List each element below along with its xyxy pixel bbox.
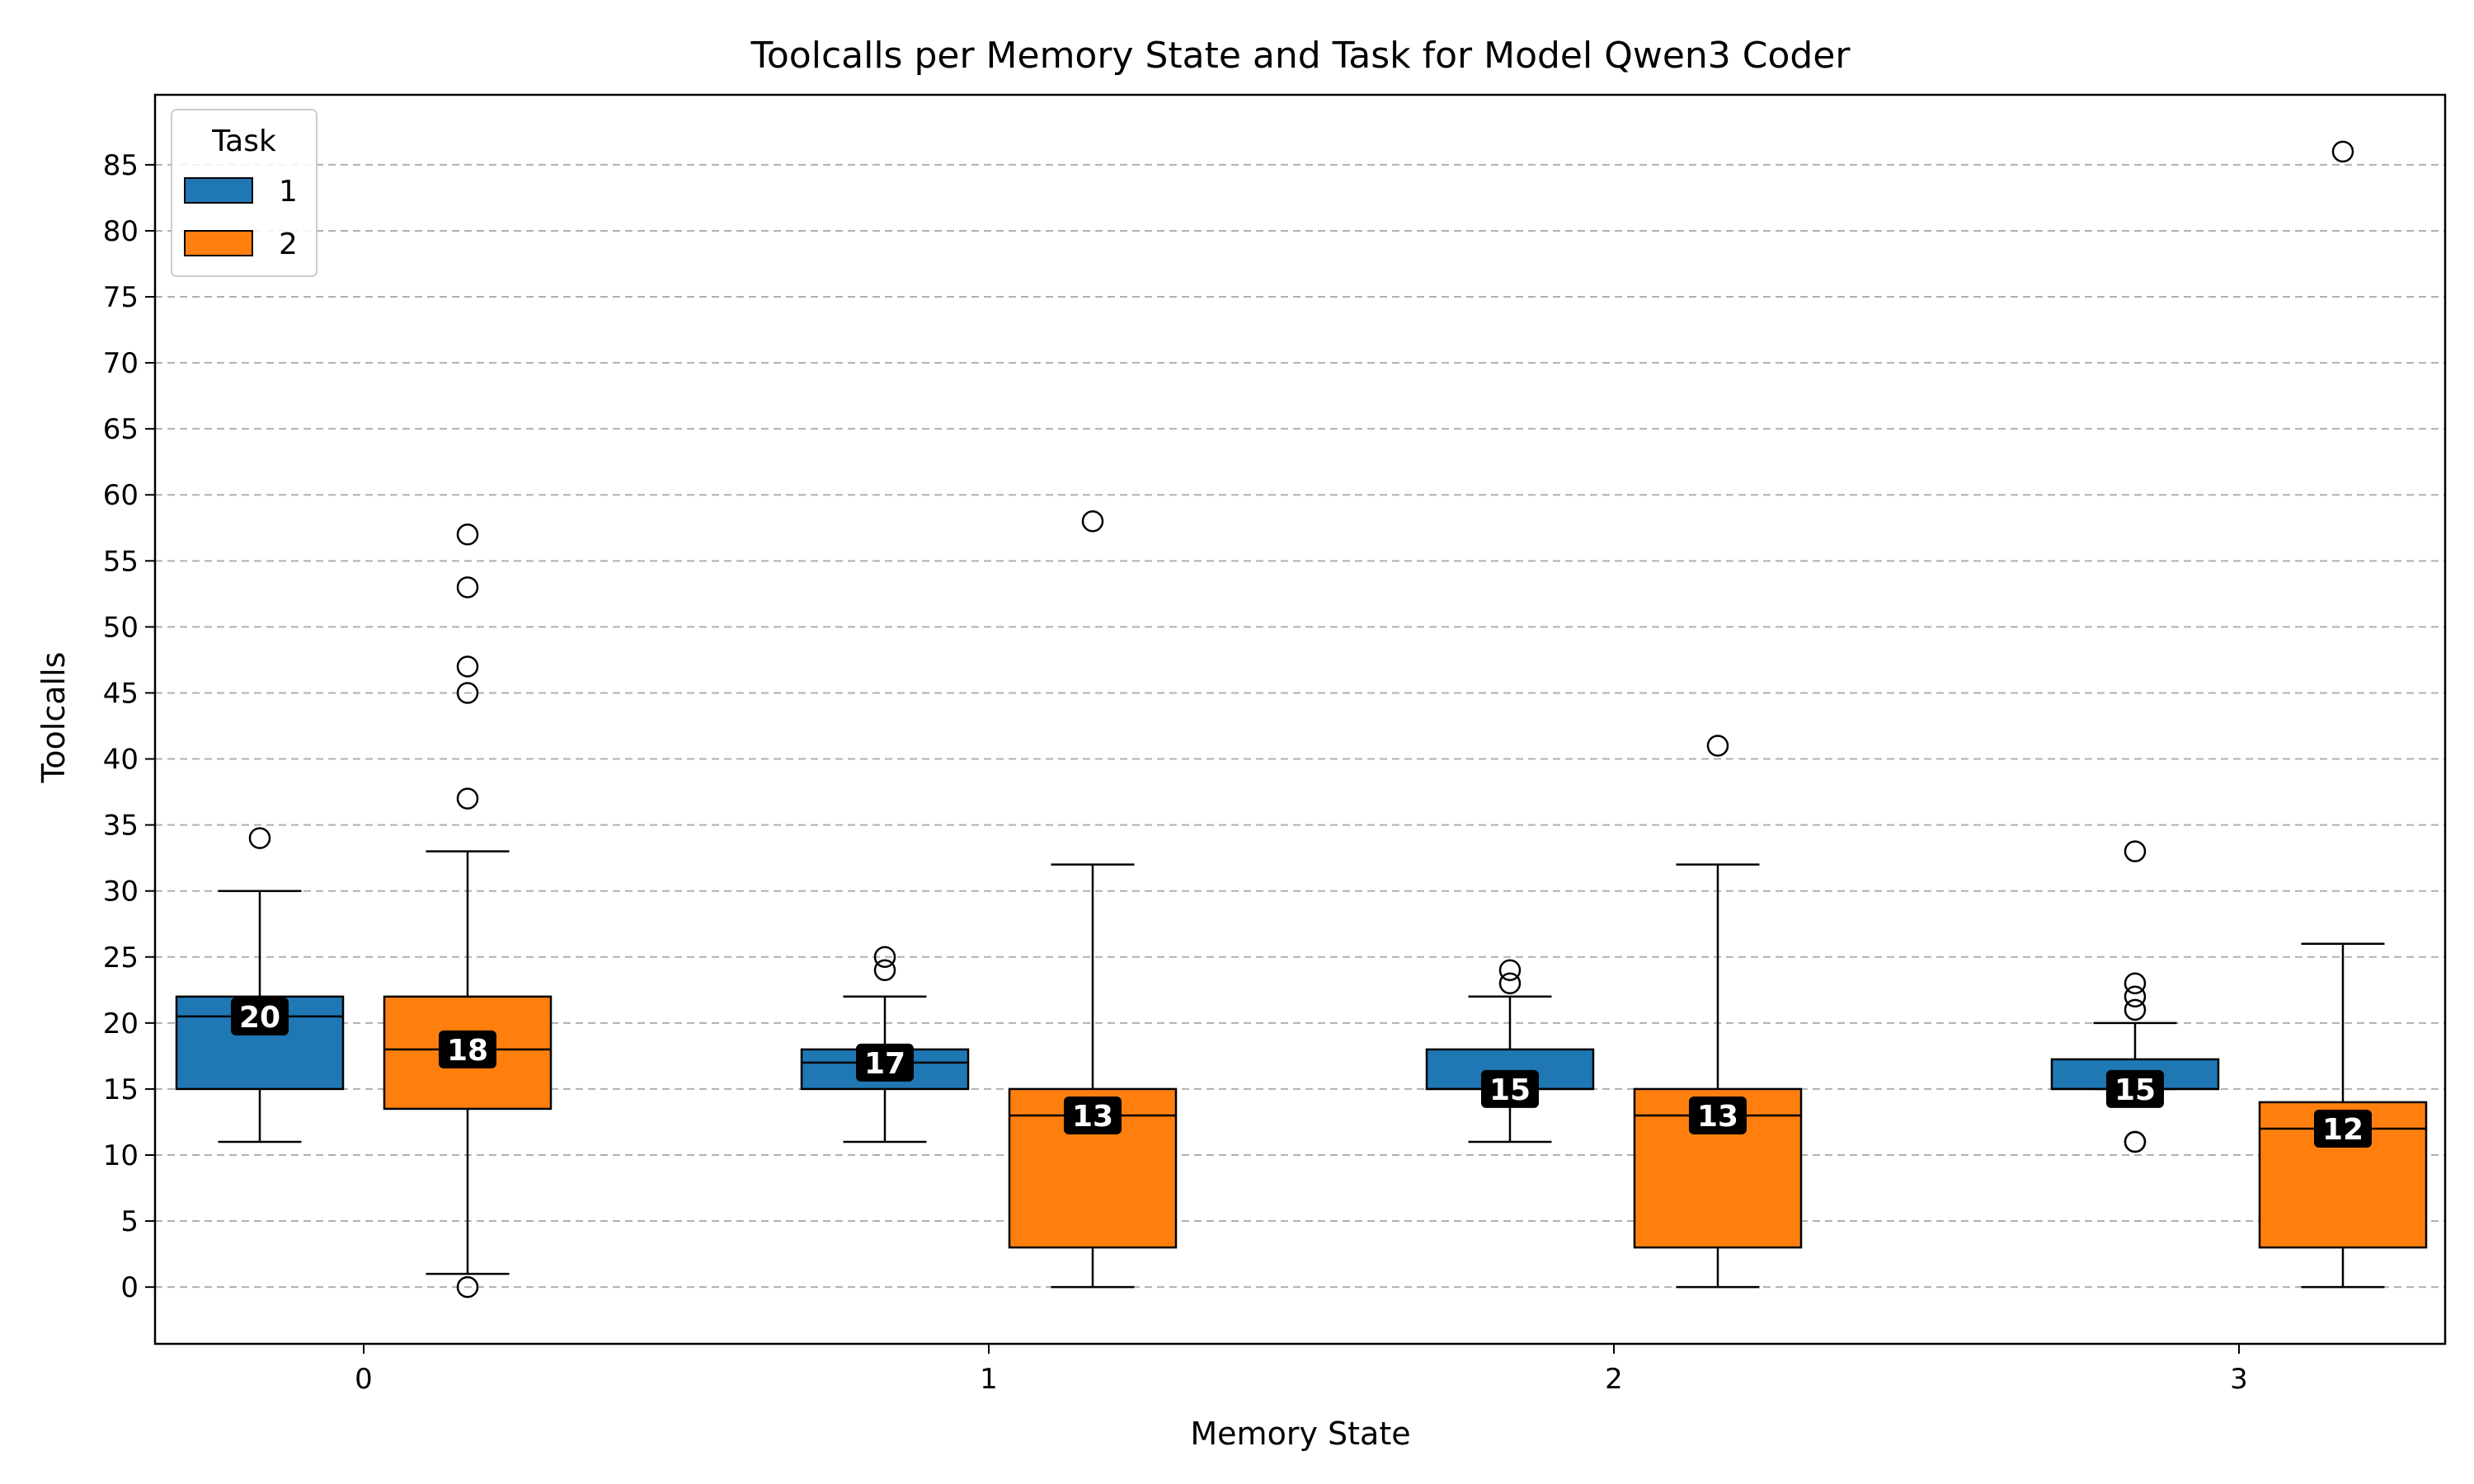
legend-swatch-task2 [184,230,253,256]
plot-frame [153,93,2447,1345]
y-tick-label: 45 [103,677,139,710]
y-tick-label: 50 [103,611,139,644]
y-tick-label: 25 [103,942,139,974]
x-tick-label: 3 [2230,1363,2248,1396]
box-group-task2-state1: 13 [1008,510,1178,1289]
x-tick-label: 1 [980,1363,998,1396]
grid-layer [155,163,2445,1289]
outlier-point [873,959,896,982]
outlier-point [248,827,271,849]
y-tick-label: 60 [103,479,139,512]
median-label-badge [1064,1096,1122,1134]
outlier-point [1498,972,1522,995]
box-group-task1-state2: 15 [1425,959,1595,1144]
median-label: 13 [1072,1100,1113,1134]
median-label: 12 [2322,1113,2363,1147]
box-group-task2-state3: 12 [2258,140,2428,1289]
x-axis-label: Memory State [1190,1416,1410,1452]
outlier-point [2331,140,2354,163]
outlier-point [1498,959,1522,982]
median-label-badge [231,997,289,1036]
median-label-badge [439,1030,496,1068]
box-group-task1-state3: 15 [2050,840,2220,1153]
median-label-badge [2106,1069,2164,1108]
y-tick-label: 80 [103,215,139,248]
outlier-point [2124,840,2147,862]
y-tick-label: 65 [103,413,139,446]
median-label-badge [2314,1109,2372,1148]
median-label: 18 [447,1034,488,1068]
y-tick-label: 35 [103,810,139,843]
y-axis-label: Toolcalls [35,652,72,784]
y-tick-label: 15 [103,1073,139,1106]
outlier-point [873,946,896,969]
legend-title: Task [211,124,276,158]
outlier-point [456,524,479,546]
box-group-task1-state1: 17 [800,946,970,1144]
outlier-point [2124,972,2147,995]
y-tick-label: 85 [103,149,139,182]
x-tick-label: 2 [1605,1363,1623,1396]
y-tick-label: 75 [103,281,139,314]
y-tick-label: 20 [103,1007,139,1040]
outlier-point [2124,1130,2147,1153]
box-group-task2-state0: 18 [383,524,553,1298]
median-label: 15 [1489,1073,1531,1107]
box-group-task2-state2: 13 [1633,735,1803,1289]
outlier-point [1706,735,1729,757]
legend-swatch-task1 [184,177,253,204]
median-label: 20 [239,1001,280,1035]
box-iqr [175,995,345,1091]
median-label-badge [1689,1096,1747,1134]
outlier-point [1081,510,1104,533]
y-tick-label: 10 [103,1139,139,1172]
box-group-task1-state0: 20 [175,827,345,1144]
outlier-point [2124,998,2147,1021]
median-label-badge [1481,1069,1539,1108]
x-tick-label: 0 [355,1363,373,1396]
outlier-point [456,655,479,678]
outlier-point [456,682,479,704]
outlier-point [456,576,479,599]
y-tick-label: 5 [120,1205,139,1238]
y-tick-label: 55 [103,545,139,578]
chart-title: Toolcalls per Memory State and Task for … [750,35,1851,77]
median-label: 15 [2114,1073,2156,1107]
y-tick-label: 30 [103,876,139,909]
y-tick-label: 70 [103,347,139,380]
outlier-point [456,1275,479,1298]
median-label-badge [856,1043,914,1082]
median-label: 17 [864,1047,905,1081]
y-tick-label: 0 [120,1271,139,1304]
outlier-point [456,787,479,810]
legend-label-task1: 1 [279,175,298,209]
median-label: 13 [1697,1100,1738,1134]
legend-label-task2: 2 [279,228,298,261]
outlier-point [2124,985,2147,1008]
y-tick-label: 40 [103,744,139,777]
